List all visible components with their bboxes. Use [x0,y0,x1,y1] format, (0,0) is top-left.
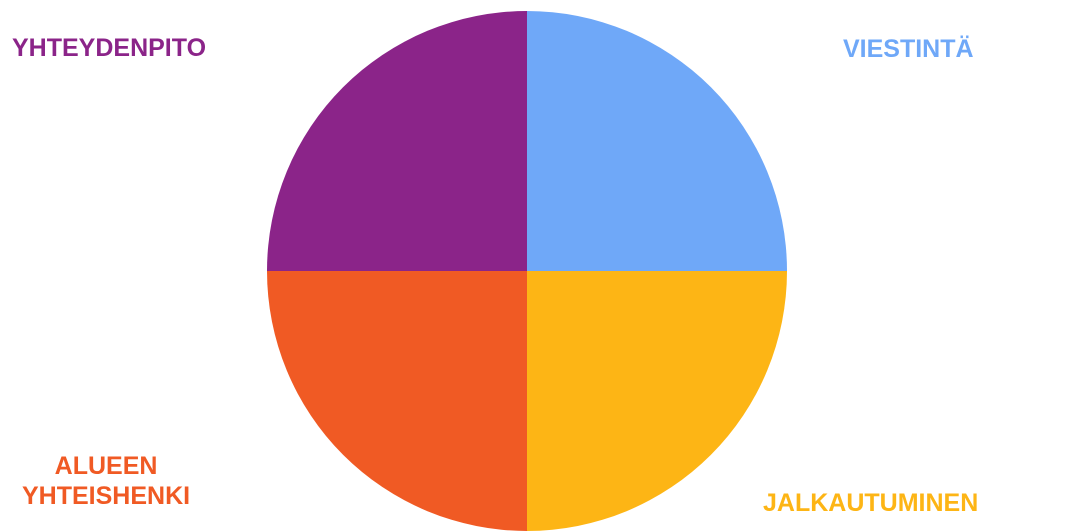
slice-viestinta [527,11,787,271]
slice-label-viestinta: VIESTINTÄ [843,34,974,64]
slice-label-jalkautuminen: JALKAUTUMINEN [763,488,978,518]
slice-jalkautuminen [527,271,787,531]
slice-label-line: JALKAUTUMINEN [763,489,979,517]
slice-yhteydenpito [267,11,527,271]
slice-label-alueen-yhteishenki: ALUEEN YHTEISHENKI [22,451,190,511]
slice-label-line: VIESTINTÄ [843,35,974,63]
slice-label-line: YHTEISHENKI [22,482,191,510]
slice-alueen-yhteishenki [267,271,527,531]
slice-label-yhteydenpito: YHTEYDENPITO [12,33,206,63]
slice-label-line: YHTEYDENPITO [12,34,207,62]
slice-label-line: ALUEEN [54,452,158,480]
